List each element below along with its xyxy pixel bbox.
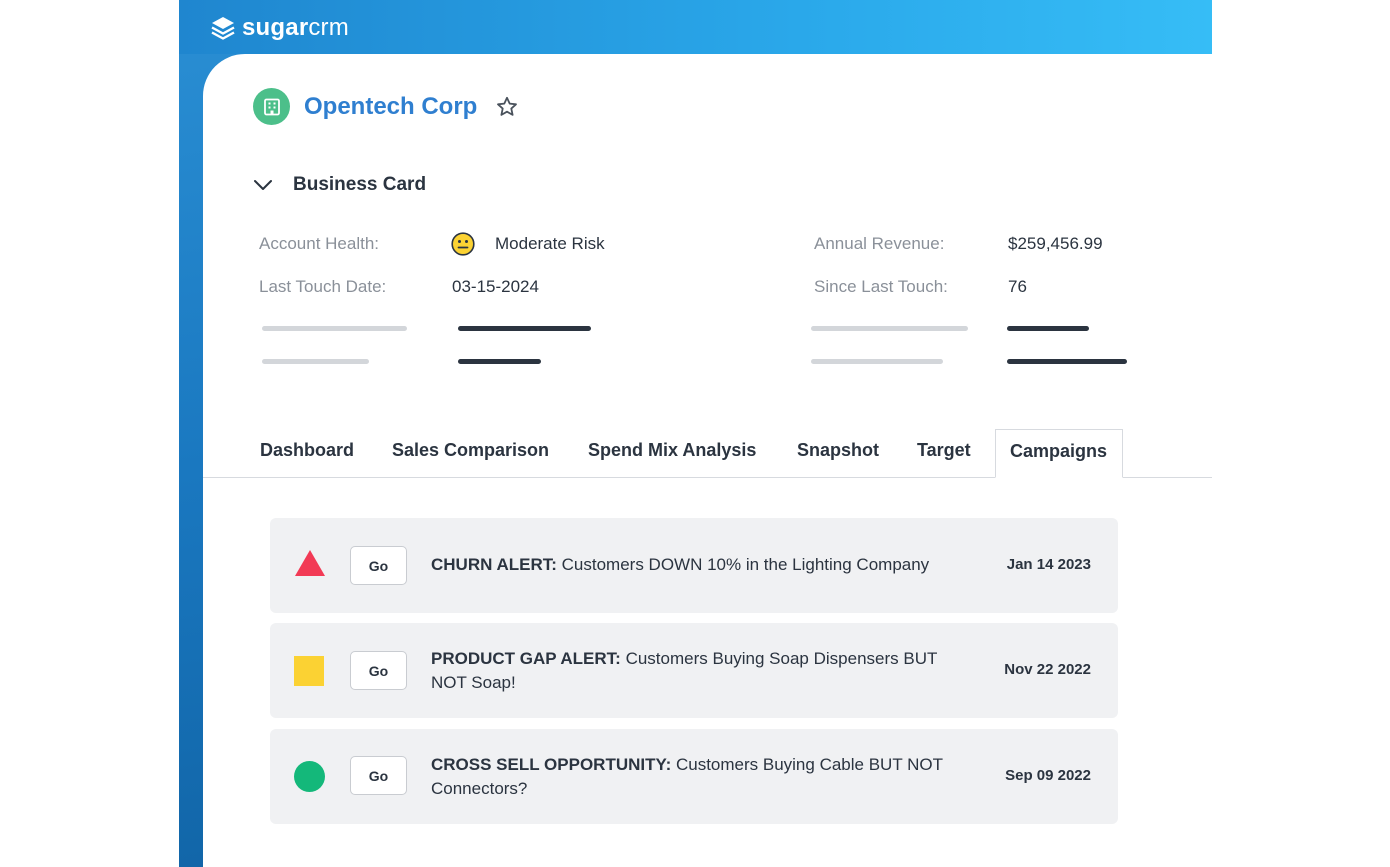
triangle-alert-icon (295, 550, 325, 576)
last-touch-value: 03-15-2024 (452, 277, 539, 296)
placeholder-value-line (1007, 359, 1127, 364)
placeholder-value-line (458, 326, 591, 331)
alert-message: CROSS SELL OPPORTUNITY: Customers Buying… (431, 755, 943, 798)
top-bar (179, 0, 1212, 54)
tab-sales-comparison[interactable]: Sales Comparison (392, 440, 550, 460)
placeholder-value-line (458, 359, 541, 364)
alert-card-product-gap: Go PRODUCT GAP ALERT: Customers Buying S… (270, 623, 1118, 718)
account-health-value: Moderate Risk (495, 234, 605, 253)
stacked-layers-icon (211, 17, 235, 40)
square-alert-icon (294, 656, 324, 686)
go-button[interactable]: Go (350, 756, 407, 795)
tab-snapshot[interactable]: Snapshot (797, 440, 880, 460)
placeholder-value-line (1007, 326, 1089, 331)
alert-card-cross-sell: Go CROSS SELL OPPORTUNITY: Customers Buy… (270, 729, 1118, 824)
section-title: Business Card (293, 174, 427, 195)
chevron-down-icon (254, 180, 272, 190)
tab-spend-mix-analysis[interactable]: Spend Mix Analysis (588, 440, 757, 460)
building-icon (253, 88, 290, 125)
since-last-touch-value: 76 (1008, 277, 1027, 296)
alert-message: PRODUCT GAP ALERT: Customers Buying Soap… (431, 649, 938, 692)
tabs-divider (203, 477, 1212, 478)
last-touch-label: Last Touch Date: (259, 277, 387, 296)
tab-campaigns[interactable]: Campaigns (995, 429, 1124, 478)
business-card-toggle[interactable]: Business Card (252, 174, 426, 196)
account-name: Opentech Corp (304, 92, 478, 120)
tab-dashboard[interactable]: Dashboard (260, 440, 355, 460)
logo-text: sugarcrm (242, 14, 349, 41)
account-header: Opentech Corp (253, 88, 519, 125)
alert-date: Sep 09 2022 (1005, 767, 1091, 784)
go-button[interactable]: Go (350, 651, 407, 690)
annual-revenue-value: $259,456.99 (1008, 234, 1103, 253)
neutral-face-icon (451, 232, 475, 256)
placeholder-label-line (262, 326, 407, 331)
go-button[interactable]: Go (350, 546, 407, 585)
since-last-touch-label: Since Last Touch: (814, 277, 948, 296)
alert-card-churn: Go CHURN ALERT: Customers DOWN 10% in th… (270, 518, 1118, 613)
alert-message: CHURN ALERT: Customers DOWN 10% in the L… (431, 555, 930, 574)
alert-date: Jan 14 2023 (1006, 556, 1091, 573)
alert-date: Nov 22 2022 (1004, 661, 1091, 678)
placeholder-label-line (262, 359, 369, 364)
account-health-label: Account Health: (259, 234, 380, 253)
circle-opportunity-icon (294, 761, 325, 792)
sugarcrm-logo[interactable]: sugarcrm (210, 14, 349, 42)
placeholder-label-line (811, 359, 943, 364)
annual-revenue-label: Annual Revenue: (814, 234, 945, 253)
placeholder-label-line (811, 326, 968, 331)
tab-target[interactable]: Target (917, 440, 971, 460)
star-outline-icon[interactable] (495, 95, 519, 119)
